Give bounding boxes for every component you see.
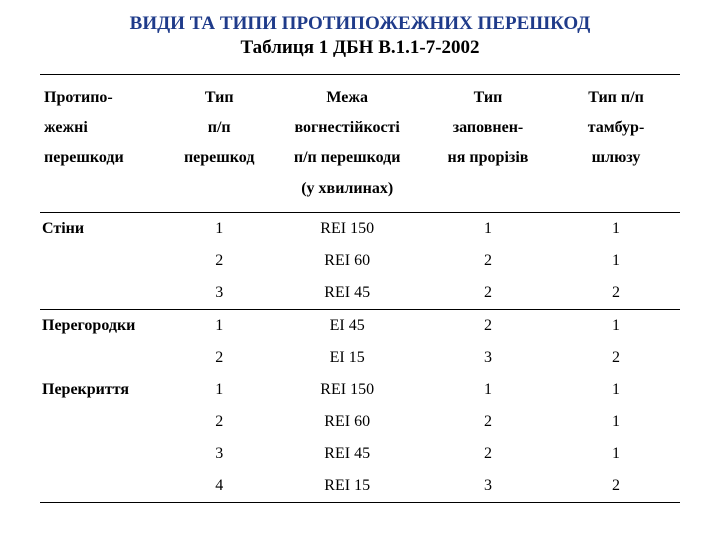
cell: EI 15 xyxy=(270,342,424,374)
row-label: Стіни xyxy=(40,213,168,246)
table-row: 3REI 4522 xyxy=(40,277,680,310)
table-row: Перегородки1EI 4521 xyxy=(40,310,680,343)
col-header-1: Протипо- жежні перешкоди xyxy=(40,74,168,213)
cell: 2 xyxy=(552,342,680,374)
page-subtitle: Таблиця 1 ДБН В.1.1-7-2002 xyxy=(40,36,680,60)
cell: 1 xyxy=(424,213,552,246)
col-2-line-2: п/п xyxy=(208,119,231,136)
fire-barriers-table: Протипо- жежні перешкоди Тип п/п перешко… xyxy=(40,74,680,504)
col-3-line-2: вогнестійкості xyxy=(295,119,400,136)
col-2-line-3: перешкод xyxy=(184,149,254,166)
col-header-4: Тип заповнен- ня прорізів xyxy=(424,74,552,213)
cell: 2 xyxy=(168,245,270,277)
cell: 2 xyxy=(424,406,552,438)
cell: REI 60 xyxy=(270,245,424,277)
col-1-line-2: жежні xyxy=(44,119,88,136)
col-3-line-4: (у хвилинах) xyxy=(301,180,393,197)
col-4-line-1: Тип xyxy=(474,89,503,106)
cell: 2 xyxy=(424,245,552,277)
cell: 2 xyxy=(424,277,552,310)
cell: 2 xyxy=(424,438,552,470)
cell: 1 xyxy=(424,374,552,406)
row-label: Перегородки xyxy=(40,310,168,343)
table-row: 3REI 4521 xyxy=(40,438,680,470)
col-header-3: Межа вогнестійкості п/п перешкоди (у хви… xyxy=(270,74,424,213)
cell: 3 xyxy=(168,438,270,470)
table-body: Стіни1REI 150112REI 60213REI 4522Перегор… xyxy=(40,213,680,503)
table-row: 2REI 6021 xyxy=(40,406,680,438)
col-5-line-1: Тип п/п xyxy=(588,89,644,106)
cell: 1 xyxy=(168,310,270,343)
cell: 3 xyxy=(168,277,270,310)
cell: 1 xyxy=(552,213,680,246)
cell: 2 xyxy=(168,406,270,438)
page-title: ВИДИ ТА ТИПИ ПРОТИПОЖЕЖНИХ ПЕРЕШКОД xyxy=(40,12,680,36)
col-3-line-1: Межа xyxy=(326,89,368,106)
col-1-line-1: Протипо- xyxy=(44,89,113,106)
cell: REI 60 xyxy=(270,406,424,438)
cell: 3 xyxy=(424,470,552,503)
table-row: 4REI 1532 xyxy=(40,470,680,503)
row-label: Перекриття xyxy=(40,374,168,406)
col-header-2: Тип п/п перешкод xyxy=(168,74,270,213)
row-label xyxy=(40,342,168,374)
table-header-row: Протипо- жежні перешкоди Тип п/п перешко… xyxy=(40,74,680,213)
col-header-5: Тип п/п тамбур- шлюзу xyxy=(552,74,680,213)
cell: 2 xyxy=(552,277,680,310)
cell: 4 xyxy=(168,470,270,503)
cell: 1 xyxy=(168,213,270,246)
cell: 1 xyxy=(552,406,680,438)
cell: REI 45 xyxy=(270,438,424,470)
row-label xyxy=(40,406,168,438)
table-row: Перекриття1REI 15011 xyxy=(40,374,680,406)
cell: EI 45 xyxy=(270,310,424,343)
cell: 3 xyxy=(424,342,552,374)
row-label xyxy=(40,470,168,503)
col-3-line-3: п/п перешкоди xyxy=(294,149,401,166)
cell: 2 xyxy=(168,342,270,374)
row-label xyxy=(40,277,168,310)
cell: 1 xyxy=(552,245,680,277)
table-row: 2REI 6021 xyxy=(40,245,680,277)
table-row: 2EI 1532 xyxy=(40,342,680,374)
cell: REI 45 xyxy=(270,277,424,310)
cell: REI 15 xyxy=(270,470,424,503)
row-label xyxy=(40,245,168,277)
cell: 1 xyxy=(552,374,680,406)
cell: 1 xyxy=(552,438,680,470)
col-4-line-2: заповнен- xyxy=(453,119,524,136)
cell: 1 xyxy=(168,374,270,406)
col-5-line-3: шлюзу xyxy=(592,149,641,166)
table-row: Стіни1REI 15011 xyxy=(40,213,680,246)
row-label xyxy=(40,438,168,470)
cell: REI 150 xyxy=(270,374,424,406)
col-2-line-1: Тип xyxy=(205,89,234,106)
col-1-line-3: перешкоди xyxy=(44,149,124,166)
cell: REI 150 xyxy=(270,213,424,246)
cell: 1 xyxy=(552,310,680,343)
col-5-line-2: тамбур- xyxy=(588,119,645,136)
col-4-line-3: ня прорізів xyxy=(448,149,529,166)
cell: 2 xyxy=(424,310,552,343)
cell: 2 xyxy=(552,470,680,503)
